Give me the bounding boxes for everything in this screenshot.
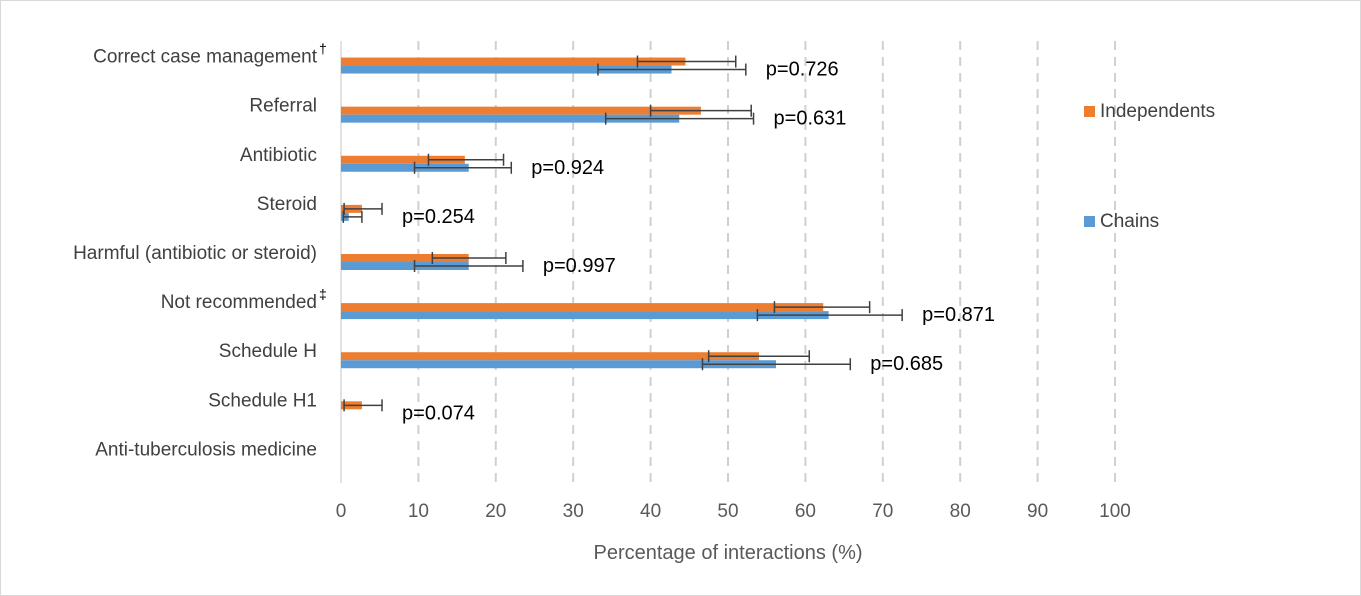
x-tick-label: 40 (640, 501, 661, 522)
legend: Independents Chains (1084, 101, 1215, 232)
x-tick-label: 50 (717, 501, 738, 522)
legend-label: Independents (1100, 101, 1215, 122)
category-footnote-mark: † (319, 41, 327, 57)
category-labels: Correct case management † Referral Antibiot… (73, 41, 327, 461)
x-tick-label: 10 (408, 501, 429, 522)
legend-swatch (1084, 216, 1095, 227)
p-value-label: p=0.074 (402, 402, 475, 424)
category-label: Schedule H (219, 341, 317, 362)
p-value-label: p=0.631 (774, 108, 847, 130)
p-value-label: p=0.997 (543, 255, 616, 277)
bar (341, 163, 469, 172)
legend-swatch (1084, 106, 1095, 117)
bar (341, 311, 829, 320)
p-value-labels: p=0.726 p=0.631 p=0.924 p=0.254 p=0.997 p=0.8… (402, 59, 995, 425)
category-label: Anti-tuberculosis medicine (95, 439, 317, 460)
category-label: Harmful (antibiotic or steroid) (73, 243, 317, 264)
category-label: Schedule H1 (208, 390, 317, 411)
category-label: Steroid (257, 194, 317, 215)
x-tick-labels: 0 10 20 30 40 50 60 70 80 90 100 (336, 501, 1131, 522)
bar (341, 254, 469, 262)
bar (341, 155, 465, 164)
error-bars (342, 55, 903, 412)
x-tick-label: 30 (563, 501, 584, 522)
bar (341, 57, 686, 66)
legend-label: Chains (1100, 211, 1159, 232)
category-label: Referral (249, 96, 317, 117)
p-value-label: p=0.685 (870, 353, 943, 375)
x-tick-label: 90 (1027, 501, 1048, 522)
x-tick-label: 70 (872, 501, 893, 522)
p-value-label: p=0.726 (766, 59, 839, 81)
p-value-label: p=0.924 (531, 157, 604, 179)
category-footnote-mark: ‡ (319, 286, 327, 302)
bar (341, 65, 672, 74)
x-tick-label: 0 (336, 501, 347, 522)
bar (341, 352, 759, 361)
x-tick-label: 60 (795, 501, 816, 522)
bars (341, 57, 829, 410)
bar (341, 106, 701, 115)
category-label: Not recommended (161, 292, 317, 313)
bar (341, 303, 824, 312)
bar (341, 262, 469, 270)
category-label: Antibiotic (240, 145, 317, 166)
category-label: Correct case management (93, 47, 318, 68)
x-axis-title: Percentage of interactions (%) (593, 542, 862, 564)
bar (341, 360, 776, 369)
p-value-label: p=0.871 (922, 304, 995, 326)
x-tick-label: 100 (1099, 501, 1131, 522)
x-tick-label: 80 (950, 501, 971, 522)
x-tick-label: 20 (485, 501, 506, 522)
bar (341, 114, 680, 123)
p-value-label: p=0.254 (402, 206, 475, 228)
